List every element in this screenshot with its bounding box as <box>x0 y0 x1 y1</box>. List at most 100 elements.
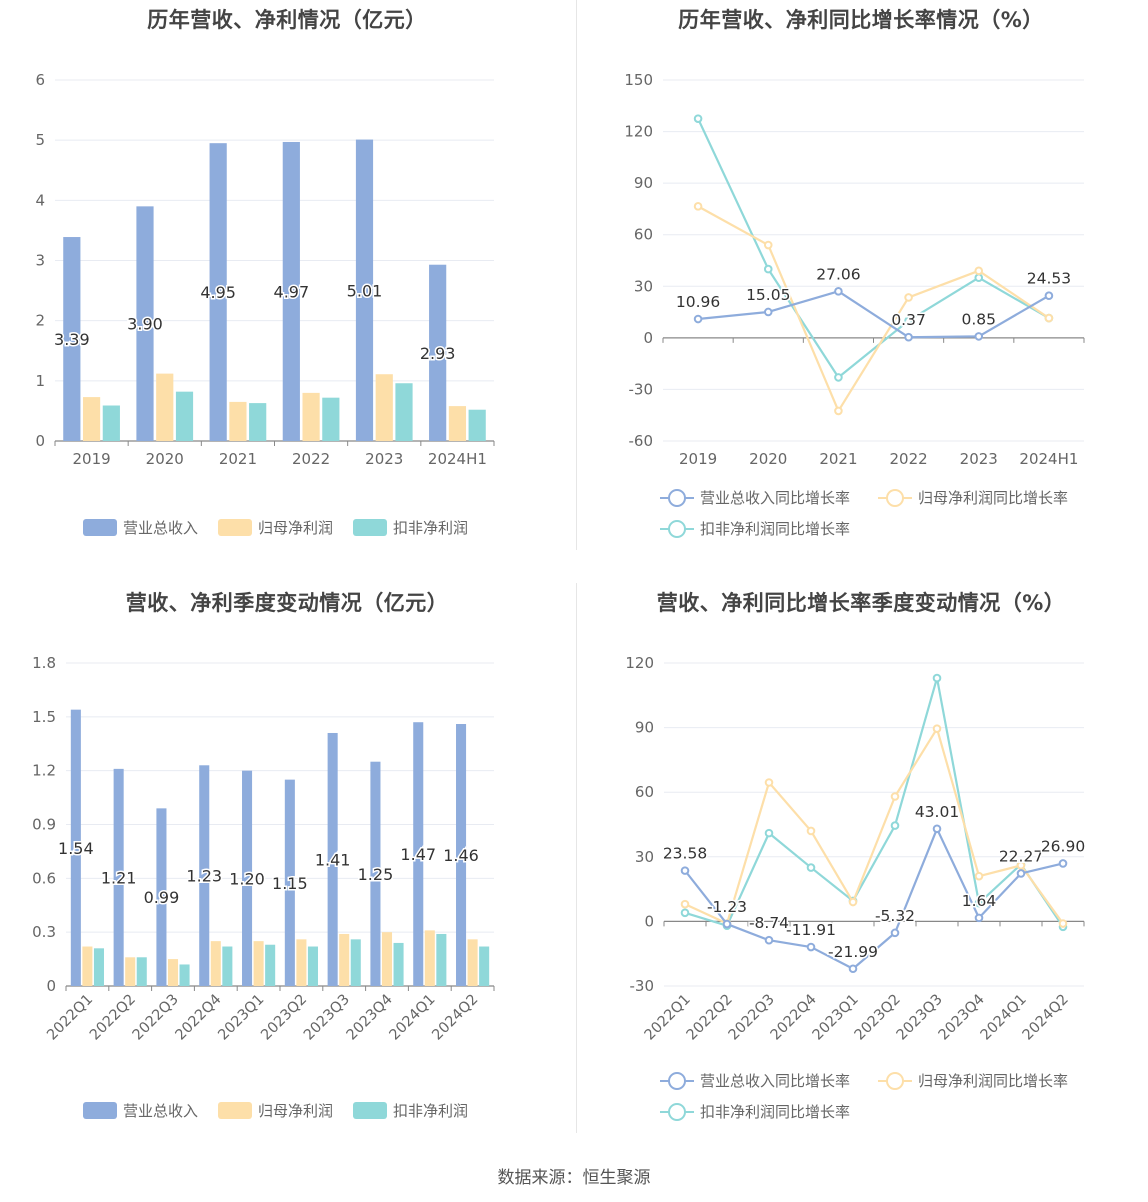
line-point <box>1058 919 1068 928</box>
bar-data-label: 1.15 <box>272 874 308 893</box>
line-point <box>680 866 690 875</box>
bar-data-label: 3.90 <box>127 315 163 334</box>
x-tick-label: 2023Q4 <box>344 992 396 1044</box>
line-point <box>834 287 843 296</box>
line-point <box>763 307 773 317</box>
bar <box>82 397 101 441</box>
line-data-label: 10.96 <box>676 293 720 311</box>
line-point <box>834 406 843 416</box>
line-data-label: 26.90 <box>1041 837 1085 855</box>
bar <box>395 383 413 441</box>
legend-swatch <box>353 1102 387 1119</box>
chart-title: 营收、净利同比增长率季度变动情况（%） <box>656 591 1066 615</box>
bar <box>424 930 435 986</box>
y-tick-label: 60 <box>635 783 654 801</box>
line-point <box>834 373 843 382</box>
line-point <box>974 266 984 276</box>
line-point <box>904 316 913 325</box>
bar <box>327 732 338 986</box>
line-data-label: -11.91 <box>786 921 836 939</box>
line-point <box>848 897 858 907</box>
line-data-label: 43.01 <box>915 803 959 821</box>
bar <box>307 946 318 986</box>
y-tick-label: 0 <box>644 912 654 930</box>
panel-quarterly-growth: 营收、净利同比增长率季度变动情况（%） -30 0 30 60 90 120 2022Q1 2… <box>574 583 1148 1163</box>
bar <box>456 724 467 986</box>
y-tick-label: 3 <box>35 252 45 270</box>
panel-annual-revenue-profit: 历年营收、净利情况（亿元） 0 1 2 3 4 5 6 2019 2020 2021 2022 202… <box>0 0 574 580</box>
line-point <box>763 240 773 250</box>
x-tick-label: 2021 <box>219 450 257 468</box>
x-tick-label: 2022Q4 <box>173 992 225 1044</box>
x-tick-label: 2024H1 <box>428 450 487 468</box>
legend-swatch <box>218 519 252 536</box>
y-tick-label: 1.8 <box>32 654 56 672</box>
x-tick-label: 2019 <box>679 450 717 468</box>
line-point <box>904 293 913 302</box>
legend-marker <box>886 489 904 507</box>
line-point <box>904 332 913 342</box>
y-tick-label: 0.3 <box>32 923 56 941</box>
bar <box>448 406 467 441</box>
bar-data-label: 4.97 <box>274 282 310 301</box>
bar <box>296 939 307 986</box>
bar <box>82 946 93 986</box>
line-point <box>764 935 774 945</box>
bar <box>63 237 81 441</box>
line-data-label: 27.06 <box>816 265 860 283</box>
bar <box>479 946 490 986</box>
bar <box>322 397 340 441</box>
bar-data-label: 1.47 <box>400 845 436 864</box>
line-point <box>680 899 690 909</box>
line-point <box>848 964 858 974</box>
y-tick-label: 0.6 <box>32 869 56 887</box>
line-point <box>1044 313 1054 323</box>
x-tick-label: 2022 <box>292 450 330 468</box>
y-tick-label: 1 <box>35 372 45 390</box>
legend-swatch <box>83 1102 117 1119</box>
y-tick-label: -30 <box>630 977 655 995</box>
y-tick-label: 120 <box>625 654 654 672</box>
chart-title: 营收、净利季度变动情况（亿元） <box>125 591 449 615</box>
bar-data-label: 4.95 <box>200 283 236 302</box>
line-point <box>974 871 984 881</box>
bar <box>93 948 104 986</box>
line-point <box>932 824 942 834</box>
legend-marker <box>886 1072 904 1090</box>
x-tick-label: 2022Q3 <box>130 992 182 1044</box>
legend-label: 营业总收入 <box>123 519 199 537</box>
data-source: 数据来源：恒生聚源 <box>497 1168 651 1188</box>
x-tick-label: 2024Q2 <box>429 992 481 1044</box>
x-tick-label: 2023Q1 <box>215 992 267 1044</box>
legend-label: 归母净利润 <box>258 1102 334 1120</box>
y-tick-label: 0 <box>35 432 45 450</box>
x-tick-label: 2023Q3 <box>301 992 353 1044</box>
line-point <box>1016 861 1026 870</box>
y-tick-label: 4 <box>35 191 45 209</box>
legend-label: 营业总收入 <box>123 1102 199 1120</box>
quarterly-line-chart: -3003060901202022Q12022Q22022Q32022Q4202… <box>625 654 1086 1044</box>
line-data-label: -1.23 <box>707 898 747 916</box>
y-tick-label: -30 <box>629 380 654 398</box>
y-tick-label: 90 <box>635 719 654 737</box>
line-data-label: 23.58 <box>663 845 707 863</box>
y-tick-label: 30 <box>635 848 654 866</box>
y-tick-label: 30 <box>634 277 653 295</box>
bar <box>229 401 247 441</box>
line-point <box>974 332 984 341</box>
panel-annual-growth: 历年营收、净利同比增长率情况（%） -60 -30 0 30 60 90 120 150 201… <box>574 0 1148 580</box>
y-tick-label: 1.2 <box>32 762 56 780</box>
x-tick-label: 2024Q1 <box>387 992 439 1044</box>
x-tick-label: 2022 <box>889 450 927 468</box>
line-point <box>974 273 984 282</box>
bar <box>253 941 264 986</box>
line-point <box>974 913 984 923</box>
legend-label: 扣非净利润同比增长率 <box>700 1103 851 1121</box>
bar <box>179 964 190 986</box>
panel-divider <box>576 583 577 1133</box>
bar <box>199 765 210 986</box>
bar <box>167 959 179 986</box>
bar <box>282 141 300 441</box>
line-point <box>693 314 703 324</box>
bar <box>375 374 393 441</box>
